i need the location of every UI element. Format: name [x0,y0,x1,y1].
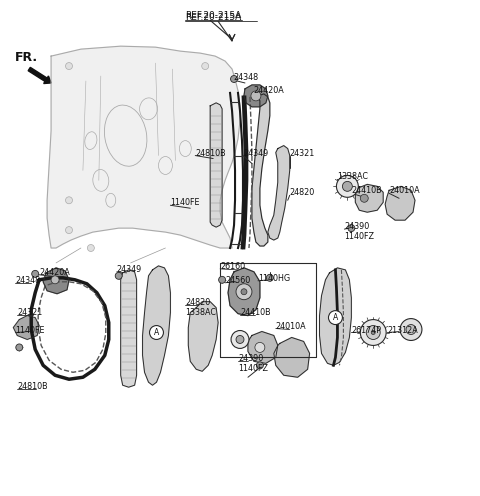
Polygon shape [43,268,69,294]
Circle shape [32,270,39,277]
Text: 24820: 24820 [290,188,315,197]
Text: 24348: 24348 [233,73,258,82]
Text: 1140FZ: 1140FZ [344,232,374,241]
Polygon shape [244,85,268,107]
Circle shape [406,324,416,334]
Circle shape [336,176,358,197]
Polygon shape [320,268,351,366]
Circle shape [202,62,209,69]
Text: 24390: 24390 [238,354,263,364]
Circle shape [371,330,375,334]
Polygon shape [268,146,290,240]
Text: 24349: 24349 [117,265,142,274]
Polygon shape [385,186,415,220]
Polygon shape [13,315,39,339]
Circle shape [150,325,164,339]
Polygon shape [248,331,278,364]
Text: 24348: 24348 [15,276,40,285]
Text: 24349: 24349 [243,149,268,158]
Text: 24810B: 24810B [17,382,48,391]
Text: 1140HG: 1140HG [258,274,290,283]
Text: 24420A: 24420A [39,268,70,277]
Circle shape [360,319,386,345]
Text: 24410B: 24410B [351,186,382,195]
Text: REF.20-215A: REF.20-215A [185,13,241,22]
Circle shape [400,318,422,340]
Polygon shape [120,270,137,387]
Circle shape [65,227,72,234]
Text: 24410B: 24410B [240,308,271,316]
Polygon shape [252,94,270,246]
Circle shape [256,362,264,369]
Text: 21312A: 21312A [387,325,418,334]
Circle shape [236,335,244,343]
Circle shape [241,289,247,295]
Text: 26160: 26160 [220,262,245,271]
Circle shape [328,310,342,324]
Polygon shape [274,337,310,377]
Text: FR.: FR. [15,51,38,64]
Text: A: A [333,313,338,322]
Polygon shape [355,185,383,212]
Text: 24420A: 24420A [253,86,284,95]
Circle shape [266,274,273,281]
Text: 26174P: 26174P [351,325,381,334]
Text: 24820: 24820 [185,298,211,307]
Circle shape [342,182,352,191]
Circle shape [348,225,355,232]
Text: 24321: 24321 [290,149,315,158]
Circle shape [65,197,72,204]
Text: 24010A: 24010A [389,186,420,195]
Polygon shape [228,268,260,315]
Text: 24321: 24321 [17,308,43,316]
Circle shape [251,91,261,101]
Text: 24560: 24560 [225,276,251,285]
Circle shape [366,325,380,339]
Text: 1338AC: 1338AC [185,308,216,316]
Polygon shape [210,103,222,227]
Circle shape [87,245,95,251]
Text: A: A [154,328,159,337]
Circle shape [231,330,249,348]
Text: 24390: 24390 [344,222,370,231]
Text: 1140FZ: 1140FZ [238,365,268,373]
FancyArrow shape [28,67,51,83]
Circle shape [218,276,226,283]
Circle shape [16,344,23,351]
Circle shape [230,75,238,82]
Text: 1140FE: 1140FE [15,325,45,334]
Polygon shape [47,46,240,248]
Text: 1140FE: 1140FE [170,198,200,207]
Circle shape [360,194,368,202]
Circle shape [65,62,72,69]
Text: REF.20-215A: REF.20-215A [185,11,241,20]
Circle shape [115,272,122,279]
Circle shape [255,342,265,352]
Text: 1338AC: 1338AC [337,173,369,182]
Text: 24010A: 24010A [276,321,306,330]
Polygon shape [188,302,218,372]
Text: 24810B: 24810B [195,149,226,158]
Circle shape [51,276,59,284]
Polygon shape [143,266,170,385]
Circle shape [236,284,252,300]
